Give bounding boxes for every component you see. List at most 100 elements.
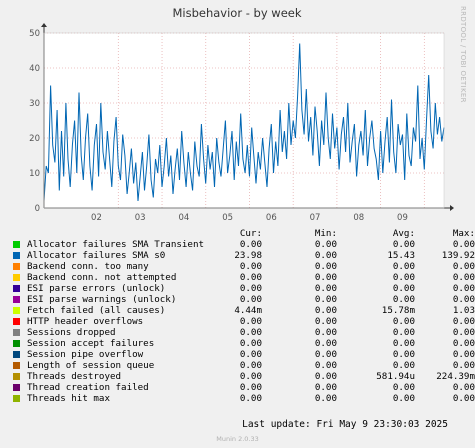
legend-label: Threads destroyed: [27, 371, 122, 382]
legend-header-cur: Cur:: [239, 228, 262, 239]
legend-cur-value: 23.98: [234, 250, 262, 261]
legend-min-value: 0.00: [314, 250, 337, 261]
legend-avg-value: 0.00: [392, 261, 415, 272]
x-tick-label: 06: [266, 213, 277, 223]
legend-swatch: [13, 384, 20, 391]
legend-swatch: [13, 395, 20, 402]
legend-swatch: [13, 329, 20, 336]
legend-avg-value: 0.00: [392, 316, 415, 327]
legend-row: Sessions dropped 0.00 0.00 0.00 0.00: [12, 327, 475, 338]
legend-cur-value: 0.00: [239, 349, 262, 360]
legend-header-row: Cur: Min: Avg: Max:: [12, 228, 475, 239]
legend-cur-value: 0.00: [239, 316, 262, 327]
legend-label: Session accept failures: [27, 338, 155, 349]
munin-footer: Munin 2.0.33: [216, 435, 259, 443]
legend-avg-value: 0.00: [392, 283, 415, 294]
legend-cur-value: 0.00: [239, 283, 262, 294]
legend-max-value: 0.00: [452, 316, 475, 327]
legend-row: Session accept failures 0.00 0.00 0.00 0.00: [12, 338, 475, 349]
legend-avg-value: 0.00: [392, 382, 415, 393]
legend-avg-value: 581.94u: [376, 371, 415, 382]
legend-max-value: 0.00: [452, 327, 475, 338]
legend-row: Allocator failures SMA s0 23.98 0.00 15.43 1…: [12, 250, 475, 261]
y-axis-arrow-icon: [41, 23, 47, 27]
legend-max-value: 0.00: [452, 272, 475, 283]
legend-cur-value: 0.00: [239, 272, 262, 283]
legend-row: ESI parse errors (unlock) 0.00 0.00 0.00 0.0…: [12, 283, 475, 294]
legend-row: Allocator failures SMA Transient 0.00 0.00…: [12, 239, 475, 250]
x-tick-label: 07: [310, 213, 321, 223]
legend-min-value: 0.00: [314, 393, 337, 404]
legend-row: HTTP header overflows 0.00 0.00 0.00 0.00: [12, 316, 475, 327]
legend-avg-value: 0.00: [392, 294, 415, 305]
legend-min-value: 0.00: [314, 261, 337, 272]
legend-cur-value: 0.00: [239, 327, 262, 338]
legend-row: Fetch failed (all causes) 4.44m 0.00 15.78m…: [12, 305, 475, 316]
legend-swatch: [13, 263, 20, 270]
legend-max-value: 0.00: [452, 382, 475, 393]
x-tick-label: 04: [178, 213, 189, 223]
legend-avg-value: 0.00: [392, 393, 415, 404]
chart: Misbehavior - by week 0 10 20 30 40 50 02 03 04…: [29, 6, 454, 223]
legend-row: Thread creation failed 0.00 0.00 0.00 0.00: [12, 382, 475, 393]
legend-swatch: [13, 351, 20, 358]
legend-max-value: 139.92: [441, 250, 475, 261]
legend-max-value: 1.03: [452, 305, 475, 316]
legend-swatch: [13, 307, 20, 314]
legend-min-value: 0.00: [314, 382, 337, 393]
legend-header-max: Max:: [452, 228, 475, 239]
last-update: Last update: Fri May 9 23:30:03 2025: [242, 419, 448, 430]
x-axis: 02 03 04 05 06 07 08 09: [91, 213, 408, 223]
legend-max-value: 0.00: [452, 349, 475, 360]
legend-min-value: 0.00: [314, 338, 337, 349]
legend-swatch: [13, 241, 20, 248]
legend-avg-value: 0.00: [392, 272, 415, 283]
x-tick-label: 03: [135, 213, 146, 223]
legend-label: HTTP header overflows: [27, 316, 144, 327]
legend-label: Backend conn. too many: [27, 261, 149, 272]
legend-avg-value: 0.00: [392, 327, 415, 338]
legend-row: Backend conn. not attempted 0.00 0.00 0.00 0…: [12, 272, 475, 283]
y-tick-label: 20: [29, 134, 40, 144]
legend-label: Allocator failures SMA Transient: [27, 239, 205, 250]
legend-max-value: 0.00: [452, 283, 475, 294]
legend-label: Backend conn. not attempted: [27, 272, 177, 283]
legend-min-value: 0.00: [314, 283, 337, 294]
legend-max-value: 0.00: [452, 360, 475, 371]
legend-label: Thread creation failed: [27, 382, 149, 393]
series-line-allocator-failures-sma-s0: [43, 43, 445, 202]
legend-cur-value: 0.00: [239, 393, 262, 404]
y-tick-label: 10: [29, 169, 40, 179]
legend-label: Fetch failed (all causes): [27, 305, 166, 316]
legend-swatch: [13, 252, 20, 259]
legend-cur-value: 0.00: [239, 261, 262, 272]
legend-max-value: 0.00: [452, 239, 475, 250]
legend-cur-value: 0.00: [239, 371, 262, 382]
x-tick-label: 08: [353, 213, 364, 223]
chart-title: Misbehavior - by week: [172, 6, 301, 20]
legend-min-value: 0.00: [314, 360, 337, 371]
legend: Cur: Min: Avg: Max: Allocator failures S…: [12, 228, 475, 404]
legend-swatch: [13, 340, 20, 347]
y-tick-label: 30: [29, 99, 40, 109]
x-tick-label: 05: [222, 213, 233, 223]
plot-frame: [41, 23, 454, 211]
legend-header-min: Min:: [314, 228, 337, 239]
legend-label: ESI parse errors (unlock): [27, 283, 166, 294]
legend-swatch: [13, 296, 20, 303]
legend-row: Threads hit max 0.00 0.00 0.00 0.00: [12, 393, 475, 404]
legend-cur-value: 4.44m: [234, 305, 262, 316]
plot-border: [43, 32, 445, 209]
rrdtool-watermark: RRDTOOL / TOBI OETIKER: [459, 6, 467, 103]
legend-row: Backend conn. too many 0.00 0.00 0.00 0.00: [12, 261, 475, 272]
legend-max-value: 0.00: [452, 261, 475, 272]
legend-avg-value: 0.00: [392, 360, 415, 371]
legend-label: Length of session queue: [27, 360, 155, 371]
legend-min-value: 0.00: [314, 272, 337, 283]
plot-area: [44, 33, 444, 208]
legend-min-value: 0.00: [314, 349, 337, 360]
legend-avg-value: 0.00: [392, 338, 415, 349]
legend-swatch: [13, 318, 20, 325]
legend-swatch: [13, 285, 20, 292]
legend-cur-value: 0.00: [239, 294, 262, 305]
